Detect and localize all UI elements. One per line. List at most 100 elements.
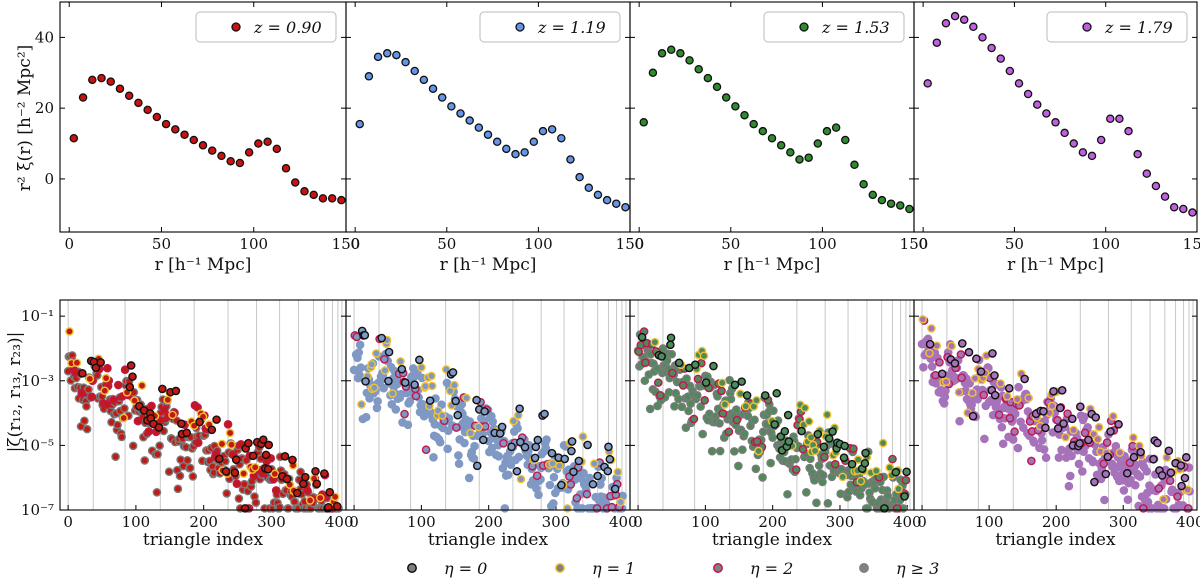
data-point <box>320 469 329 478</box>
data-point <box>896 201 905 210</box>
data-point <box>1101 469 1111 479</box>
data-point <box>1149 454 1158 464</box>
data-point <box>230 468 240 477</box>
data-point <box>956 350 966 359</box>
data-point <box>1064 481 1074 491</box>
data-point <box>405 396 415 406</box>
data-point <box>113 420 122 430</box>
data-point <box>291 178 300 187</box>
data-point <box>158 384 167 394</box>
data-point <box>226 156 235 166</box>
data-point <box>292 488 302 498</box>
data-point <box>101 373 111 383</box>
data-point <box>976 367 986 376</box>
x-tick-label: 0 <box>350 235 360 253</box>
data-point <box>263 137 272 147</box>
data-point <box>153 450 162 459</box>
data-point <box>1005 413 1015 423</box>
data-point <box>1014 79 1024 88</box>
data-point <box>538 126 548 136</box>
data-point <box>515 404 524 413</box>
data-point <box>1010 427 1019 437</box>
legend-box <box>763 11 905 43</box>
data-point <box>223 419 233 429</box>
data-point <box>666 45 676 55</box>
data-point <box>677 402 687 412</box>
data-point <box>217 439 227 449</box>
data-point <box>103 363 112 373</box>
data-point <box>1139 504 1148 513</box>
data-point <box>147 401 156 411</box>
data-point <box>791 454 800 464</box>
data-point <box>411 391 421 401</box>
data-point <box>754 446 763 456</box>
data-point <box>311 466 320 476</box>
data-point <box>1069 425 1078 435</box>
data-point <box>770 420 779 429</box>
data-point <box>120 365 130 375</box>
data-point <box>106 77 115 86</box>
data-point <box>998 439 1008 449</box>
data-point <box>592 504 602 513</box>
data-point <box>296 467 305 477</box>
data-point <box>244 438 253 448</box>
data-point <box>301 472 310 482</box>
data-point <box>720 400 730 409</box>
data-point <box>1020 374 1029 384</box>
data-point <box>997 422 1007 432</box>
data-point <box>109 395 118 405</box>
data-point <box>356 363 366 372</box>
data-point <box>840 441 849 451</box>
x-tick-label: 200 <box>758 513 787 531</box>
data-point <box>806 454 815 464</box>
data-point <box>838 472 847 482</box>
data-point <box>288 455 297 465</box>
data-point <box>171 125 180 134</box>
data-point <box>71 368 80 377</box>
data-point <box>812 498 821 508</box>
data-point <box>900 492 909 501</box>
data-point <box>355 370 364 380</box>
data-point <box>447 102 456 111</box>
data-point <box>1177 481 1186 491</box>
data-point <box>738 445 747 455</box>
data-point <box>545 480 555 490</box>
data-point <box>841 135 850 145</box>
data-point <box>470 441 479 451</box>
data-point <box>888 454 897 464</box>
data-point <box>235 158 245 168</box>
data-point <box>783 489 792 499</box>
data-point <box>670 402 679 411</box>
data-point <box>1181 453 1191 462</box>
data-point <box>403 420 413 430</box>
data-point <box>352 332 362 342</box>
data-point <box>678 381 688 390</box>
data-point <box>1159 504 1169 513</box>
data-point <box>182 428 192 438</box>
data-point <box>234 494 244 503</box>
data-point <box>853 455 863 464</box>
data-point <box>410 380 419 389</box>
data-point <box>183 455 192 465</box>
data-point <box>557 133 566 143</box>
x-tick-label: 100 <box>239 235 268 253</box>
data-point <box>427 381 437 391</box>
data-point <box>1106 114 1115 124</box>
data-point <box>1090 477 1099 487</box>
data-point <box>1029 438 1039 447</box>
y-tick-label: 0 <box>44 170 54 188</box>
y-tick-label: 10⁻¹ <box>21 307 54 325</box>
data-point <box>725 375 734 385</box>
data-point <box>443 444 452 454</box>
data-point <box>189 135 199 145</box>
data-point <box>741 401 751 411</box>
legend-marker <box>1082 22 1092 32</box>
data-point <box>1002 392 1012 401</box>
data-point <box>532 471 542 480</box>
data-point <box>417 363 426 372</box>
x-axis-label: r [h⁻¹ Mpc] <box>724 255 821 275</box>
data-point <box>768 433 777 443</box>
legend-marker <box>231 22 241 32</box>
data-point <box>188 472 198 481</box>
